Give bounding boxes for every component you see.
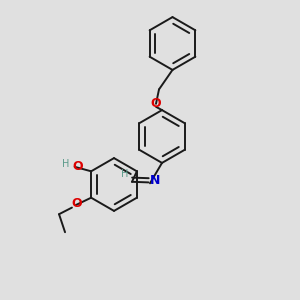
Text: H: H <box>121 169 128 179</box>
Text: O: O <box>72 160 83 173</box>
Text: N: N <box>150 174 161 188</box>
Text: H: H <box>62 159 69 169</box>
Text: O: O <box>151 97 161 110</box>
Text: O: O <box>72 197 82 210</box>
